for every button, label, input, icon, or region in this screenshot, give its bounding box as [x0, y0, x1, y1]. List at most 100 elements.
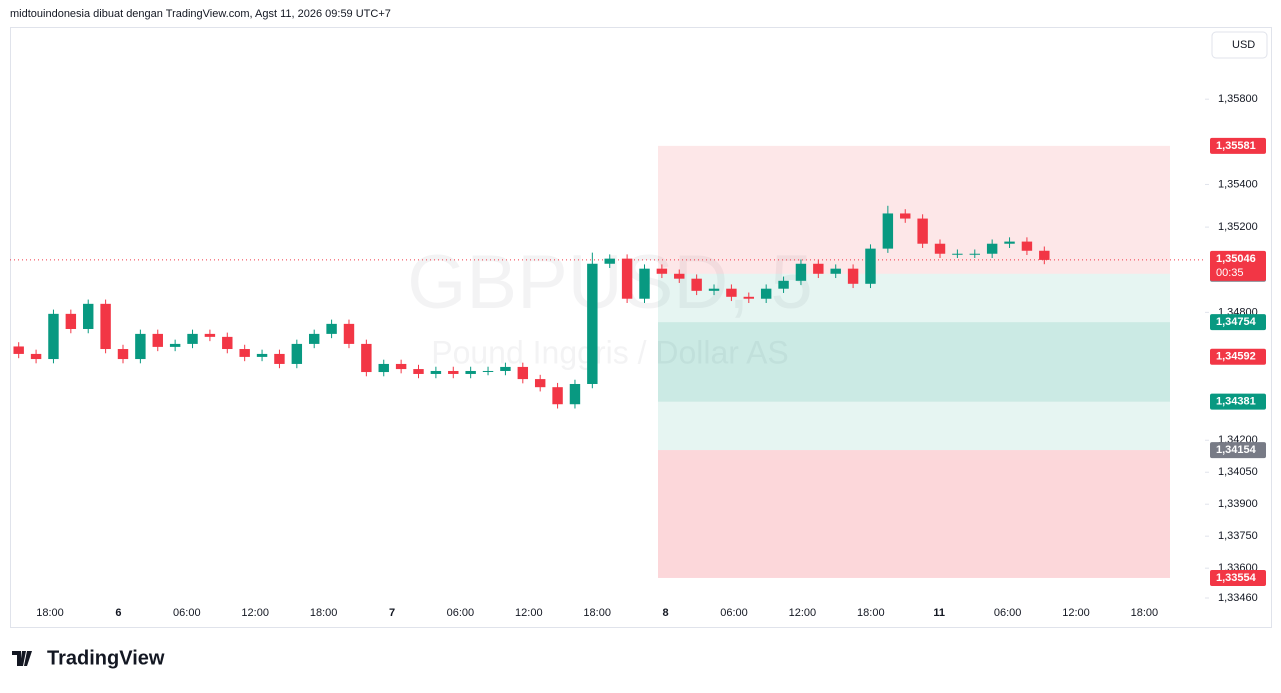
candle-body	[465, 370, 476, 374]
countdown: 00:35	[1216, 267, 1244, 279]
y-tick-label: 1,35400	[1218, 178, 1258, 190]
current-price-label: 1,35046	[1216, 253, 1256, 265]
candle-body	[691, 278, 702, 291]
price-tag	[1210, 569, 1266, 586]
candle-body	[413, 369, 424, 374]
x-tick-label: 06:00	[447, 607, 475, 619]
candle-body	[169, 343, 181, 347]
y-tick-label: 1,35200	[1218, 221, 1258, 233]
price-tag-label: 1,34592	[1216, 351, 1256, 363]
price-tag	[1210, 442, 1266, 459]
candle-body	[500, 366, 511, 371]
candle-body	[517, 366, 529, 380]
candle-body	[760, 288, 772, 299]
x-tick-label: 18:00	[36, 607, 64, 619]
candle-body	[100, 303, 111, 350]
candle-body	[778, 280, 789, 289]
candle-body	[639, 268, 650, 299]
x-tick-label: 7	[389, 607, 395, 619]
watermark: GBPUSD, 5	[407, 240, 812, 325]
candle-body	[117, 349, 129, 360]
y-tick-label: 1,35800	[1218, 93, 1258, 105]
currency-label: USD	[1232, 39, 1255, 51]
candle-body	[621, 258, 633, 299]
candle-body	[534, 379, 546, 388]
price-tag-label: 1,34754	[1216, 316, 1257, 328]
price-tag	[1210, 393, 1266, 410]
price-tag-label: 1,35581	[1216, 140, 1256, 152]
currency-button[interactable]	[1211, 31, 1268, 59]
candle-body	[569, 383, 581, 405]
candle-body	[308, 333, 320, 344]
candle-body	[1004, 241, 1015, 244]
x-tick-label: 12:00	[1062, 607, 1090, 619]
price-tag-label: 1,33554	[1216, 572, 1257, 584]
x-tick-label: 11	[933, 607, 945, 619]
candle-body	[1021, 241, 1033, 251]
position-zone	[658, 322, 1170, 402]
candle-body	[604, 258, 615, 264]
candle-body	[222, 336, 233, 350]
y-tick-label: 1,33900	[1218, 498, 1258, 510]
candle-body	[256, 353, 268, 357]
position-zone	[658, 450, 1170, 578]
y-tick-label: 1,33750	[1218, 530, 1258, 542]
brand: TradingView	[47, 647, 165, 669]
x-tick-label: 12:00	[241, 607, 269, 619]
x-tick-label: 18:00	[583, 607, 611, 619]
candle-body	[900, 213, 911, 219]
x-tick-label: 06:00	[173, 607, 201, 619]
candle-body	[48, 313, 59, 360]
candle-body	[430, 370, 442, 374]
y-tick-label: 1,34050	[1218, 466, 1258, 478]
x-tick-label: 8	[663, 607, 669, 619]
candle-body	[1039, 250, 1050, 260]
candle-body	[291, 343, 303, 364]
x-tick-label: 18:00	[310, 607, 338, 619]
candle-body	[378, 363, 389, 373]
candle-body	[65, 313, 77, 329]
candle-body	[847, 268, 859, 284]
candle-body	[448, 370, 459, 374]
candle-body	[482, 370, 494, 372]
candle-body	[83, 303, 94, 329]
candle-body	[30, 353, 42, 360]
candle-body	[274, 353, 285, 364]
candle-body	[587, 263, 598, 384]
candle-body	[204, 333, 216, 337]
watermark-subtitle: Pound Inggris / Dollar AS	[431, 334, 789, 370]
x-tick-label: 18:00	[857, 607, 885, 619]
candle-body	[726, 288, 737, 297]
price-tag	[1210, 348, 1266, 365]
candle-body	[395, 363, 407, 370]
candle-body	[343, 323, 355, 344]
candle-body	[865, 248, 876, 284]
candle-body	[656, 268, 668, 274]
candle-body	[743, 296, 755, 299]
candle-body	[795, 263, 807, 281]
price-tag	[1210, 137, 1266, 154]
x-tick-label: 06:00	[994, 607, 1022, 619]
price-tag-label: 1,34154	[1216, 444, 1257, 456]
header: midtouindonesia dibuat dengan TradingVie…	[10, 8, 391, 20]
logo	[12, 651, 32, 666]
candle-body	[917, 218, 928, 244]
x-tick-label: 12:00	[515, 607, 543, 619]
current-price-tag	[1210, 250, 1266, 281]
candle-body	[969, 253, 980, 255]
candle-body	[13, 346, 24, 354]
candle-body	[674, 273, 685, 279]
price-tag-label: 1,34381	[1216, 396, 1256, 408]
candle-body	[326, 323, 337, 334]
x-tick-label: 12:00	[789, 607, 817, 619]
candle-body	[934, 243, 946, 254]
candle-body	[552, 387, 563, 405]
frame	[10, 27, 1272, 628]
x-tick-label: 06:00	[720, 607, 748, 619]
price-tag	[1210, 314, 1266, 331]
x-tick-label: 6	[115, 607, 121, 619]
candle-body	[135, 333, 146, 360]
candle-body	[830, 268, 841, 274]
